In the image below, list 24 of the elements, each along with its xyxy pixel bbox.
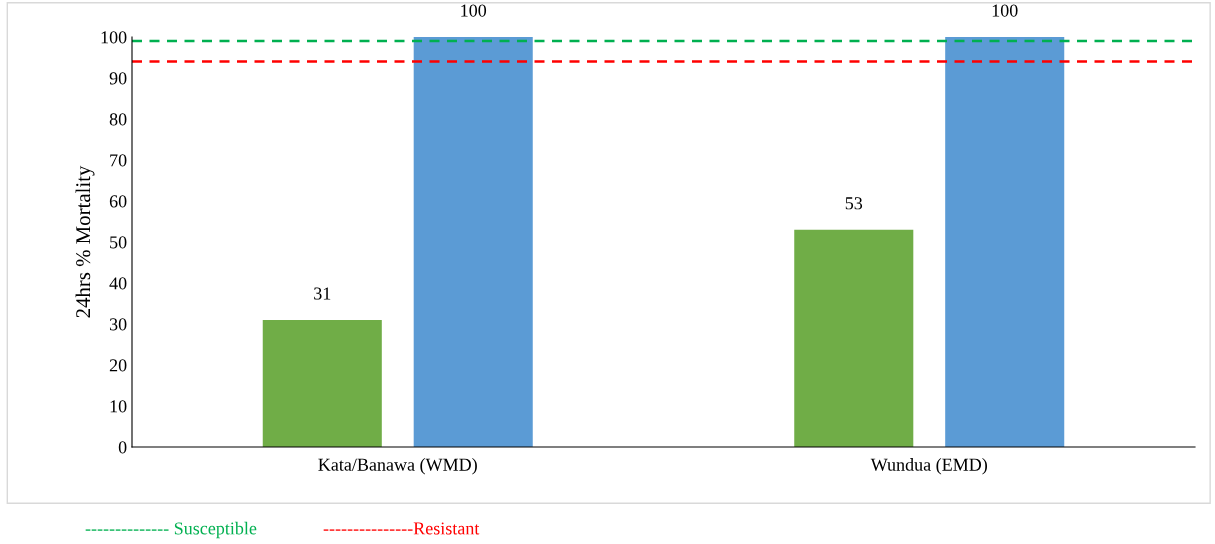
data-label: 100 [461,4,487,17]
y-tick-label: 60 [109,195,127,208]
y-tick-label: 100 [101,31,127,44]
y-tick-label: 90 [109,72,127,85]
y-tick-label: 10 [110,400,127,413]
y-tick-label: 20 [109,359,127,372]
bar [945,37,1065,447]
x-tick-label: Wundua (EMD) [870,458,988,475]
x-tick-label: Kata/Banawa (WMD) [318,458,477,475]
ref-line-label: ---------------Resistant [323,522,480,535]
y-axis-title: 24hrs % Mortality [75,165,95,318]
data-label: 31 [314,287,331,300]
bar [794,229,914,447]
y-tick-label: 0 [118,441,127,454]
y-tick-label: 50 [110,236,127,249]
bar [413,37,533,447]
data-label: 53 [845,197,863,210]
y-tick-label: 30 [109,318,127,331]
y-tick-label: 70 [110,154,127,167]
y-tick-label: 80 [109,113,127,126]
y-tick-label: 40 [109,277,127,290]
ref-line-label: -------------- Susceptible [85,521,257,539]
bar [262,319,382,447]
data-label: 100 [992,4,1018,17]
